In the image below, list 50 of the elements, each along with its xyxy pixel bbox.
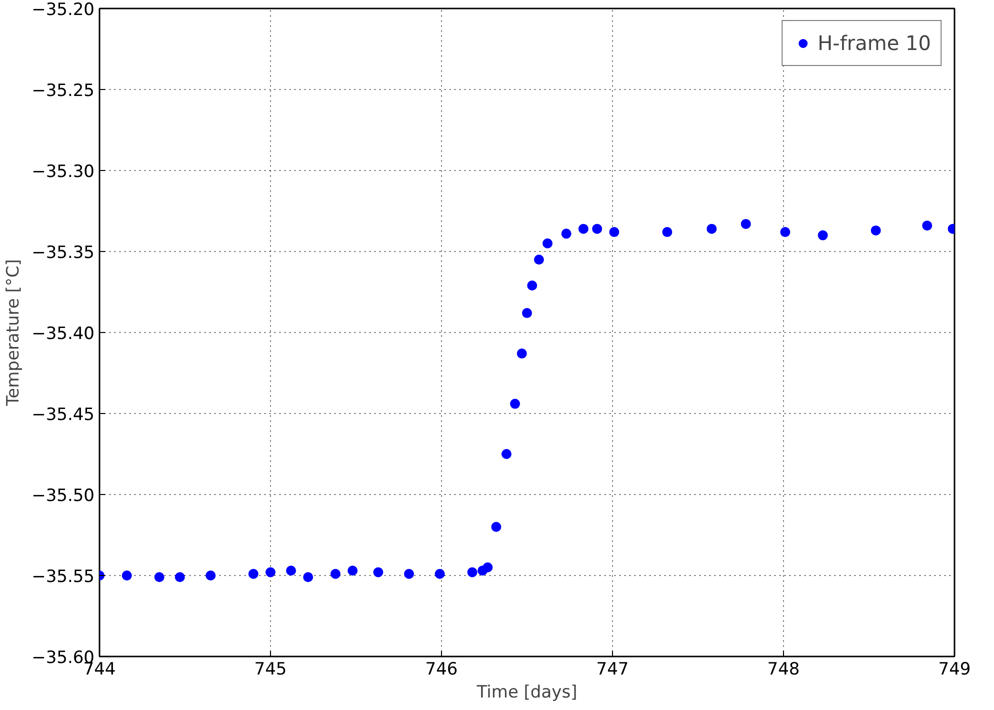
x-tick-label: 746: [425, 660, 458, 680]
point: [561, 228, 572, 239]
point: [516, 348, 527, 359]
point: [122, 570, 132, 580]
x-axis-title: Time [days]: [476, 682, 578, 702]
y-tick-label: −35.20: [32, 0, 95, 20]
x-tick-label: 748: [767, 660, 800, 680]
point: [662, 227, 672, 238]
point: [542, 238, 553, 248]
x-tick-label: 749: [938, 660, 971, 680]
point: [534, 254, 544, 265]
legend-label: H-frame 10: [818, 31, 931, 55]
point: [373, 567, 384, 578]
point: [348, 566, 358, 576]
point: [522, 308, 532, 318]
point: [870, 225, 881, 236]
y-tick-label: −35.35: [32, 243, 95, 263]
point: [467, 567, 478, 578]
point: [818, 230, 828, 240]
point: [609, 227, 620, 238]
point: [740, 218, 751, 229]
y-tick-label: −35.25: [32, 81, 95, 101]
point: [491, 522, 502, 532]
point: [404, 568, 414, 579]
point: [248, 568, 258, 579]
point: [154, 572, 164, 582]
y-tick-label: −35.50: [32, 486, 95, 506]
y-tick-label: −35.55: [32, 567, 95, 587]
point: [510, 398, 520, 409]
point: [206, 570, 216, 580]
point: [706, 224, 717, 234]
point: [303, 572, 314, 582]
x-tick-label: 747: [596, 660, 629, 680]
x-tick-label: 745: [254, 660, 287, 680]
point: [482, 562, 493, 572]
point: [266, 567, 276, 578]
point: [527, 280, 538, 291]
y-tick-label: −35.45: [32, 405, 95, 425]
point: [174, 572, 185, 582]
point: [501, 449, 512, 459]
point: [922, 220, 932, 231]
y-tick-label: −35.30: [32, 162, 95, 182]
point: [286, 566, 296, 576]
point: [330, 568, 340, 579]
y-tick-label: −35.40: [32, 324, 95, 344]
y-axis-title: Temperature [°C]: [4, 259, 24, 407]
point: [434, 568, 445, 579]
point: [578, 224, 588, 234]
point: [780, 227, 790, 238]
point: [592, 224, 602, 234]
